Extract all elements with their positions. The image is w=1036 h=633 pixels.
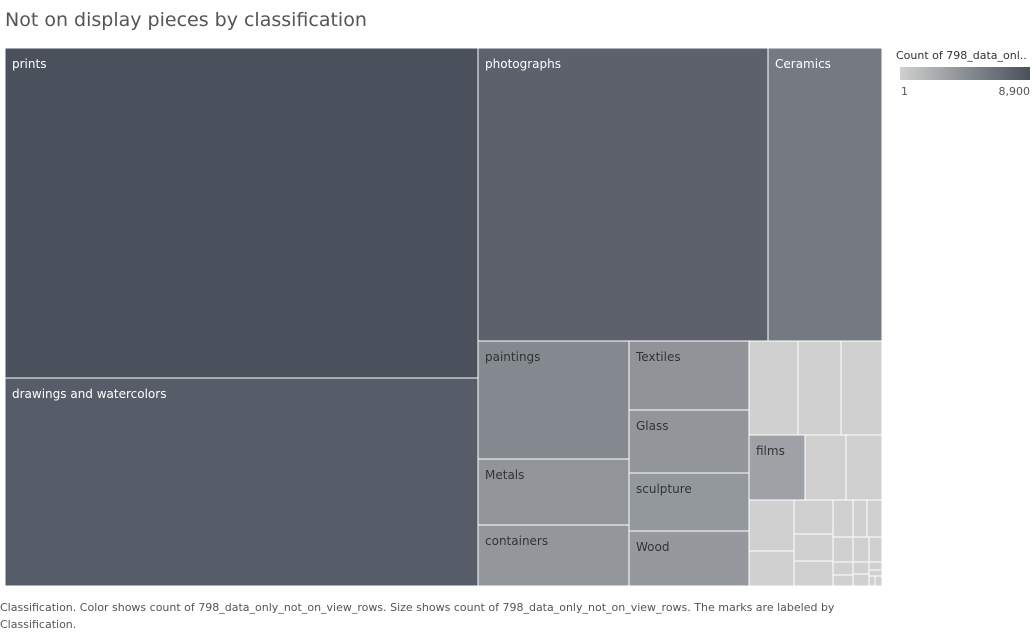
treemap-cell-unlabeled[interactable] [832,536,854,563]
treemap-labels: prints drawings and watercolors photograph… [12,57,831,554]
legend-min-label: 1 [901,85,908,98]
treemap-cells [4,47,883,587]
treemap-cell-unlabeled[interactable] [840,340,883,436]
treemap-cell-unlabeled[interactable] [874,575,883,587]
treemap-cell-wood[interactable] [628,530,750,587]
treemap-chart[interactable]: prints drawings and watercolors photograph… [0,0,1036,600]
treemap-cell-unlabeled[interactable] [868,536,883,563]
treemap-cell-films[interactable] [748,434,806,501]
treemap-cell-unlabeled[interactable] [797,340,842,436]
treemap-cell-unlabeled[interactable] [748,340,799,436]
treemap-cell-unlabeled[interactable] [852,499,868,538]
treemap-label-metals: Metals [485,468,524,482]
treemap-cell-unlabeled[interactable] [868,575,876,587]
treemap-cell-unlabeled[interactable] [868,561,883,571]
treemap-cell-unlabeled[interactable] [866,499,883,538]
treemap-cell-containers[interactable] [477,524,630,587]
treemap-cell-glass[interactable] [628,409,750,474]
legend-max-label: 8,900 [998,85,1031,98]
treemap-cell-unlabeled[interactable] [868,569,883,577]
treemap-cell-textiles[interactable] [628,340,750,411]
treemap-label-sculpture: sculpture [636,482,692,496]
treemap-label-paintings: paintings [485,350,540,364]
treemap-cell-ceramics[interactable] [767,47,883,342]
treemap-cell-unlabeled[interactable] [852,561,870,575]
treemap-cell-unlabeled[interactable] [793,499,834,535]
treemap-cell-unlabeled[interactable] [832,499,854,538]
treemap-small-cells [748,340,883,587]
treemap-cell-drawings-and-watercolors[interactable] [4,377,479,587]
treemap-cell-metals[interactable] [477,458,630,526]
treemap-label-containers: containers [485,534,548,548]
legend-color-bar [900,67,1030,80]
treemap-cell-paintings[interactable] [477,340,630,460]
treemap-cell-unlabeled[interactable] [793,533,834,562]
legend-title: Count of 798_data_onl.. [896,49,1027,62]
treemap-label-ceramics: Ceramics [775,57,831,71]
treemap-label-glass: Glass [636,419,669,433]
treemap-label-textiles: Textiles [635,350,681,364]
treemap-cell-unlabeled[interactable] [832,561,854,576]
treemap-label-films: films [756,444,785,458]
treemap-cell-unlabeled[interactable] [852,573,870,587]
treemap-cell-unlabeled[interactable] [793,560,834,587]
treemap-cell-prints[interactable] [4,47,479,379]
treemap-label-drawings-and-watercolors: drawings and watercolors [12,387,166,401]
treemap-cell-unlabeled[interactable] [748,550,795,587]
chart-title: Not on display pieces by classification [5,9,367,31]
treemap-cell-unlabeled[interactable] [748,499,795,552]
treemap-cell-unlabeled[interactable] [845,434,883,501]
treemap-cell-unlabeled[interactable] [852,536,870,563]
treemap-cell-photographs[interactable] [477,47,769,342]
treemap-label-wood: Wood [636,540,669,554]
treemap-cell-unlabeled[interactable] [804,434,847,501]
treemap-cell-unlabeled[interactable] [832,574,854,587]
chart-caption: Classification. Color shows count of 798… [0,601,835,631]
treemap-label-photographs: photographs [485,57,561,71]
treemap-label-prints: prints [12,57,46,71]
